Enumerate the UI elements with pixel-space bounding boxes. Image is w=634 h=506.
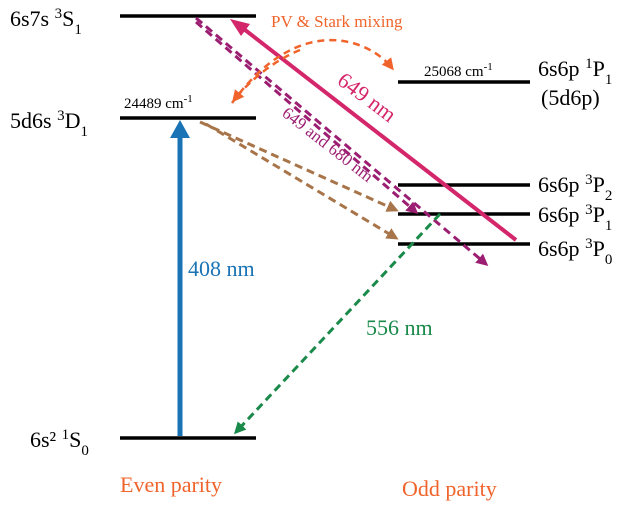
arrow-408nm-head [170,120,190,138]
energy-6s6p-1P1: 25068 cm-1 [424,61,493,80]
label-ground-1S0: 6s² 1S0 [30,427,89,459]
label-6s6p-3P2: 6s6p 3P2 [538,172,612,204]
arrow-556nm [233,212,442,435]
arrow-649nm [238,24,518,242]
arrow-3D1-to-3P0 [205,122,399,240]
label-408nm: 408 nm [188,256,255,281]
label-pv-stark-mixing: PV & Stark mixing [271,12,403,31]
arrow-649-680-to-3P0 [195,16,489,266]
label-6s6p-1P1-5d6p: (5d6p) [541,85,600,110]
arrow-649nm-head [230,19,250,36]
label-556nm: 556 nm [366,315,433,340]
arrow-3D1-to-3P1 [199,120,399,212]
label-6s7s-3S1: 6s7s 3S1 [10,6,82,38]
arrow-pv-stark-mixing-back [232,48,301,103]
label-6s6p-1P1: 6s6p 1P1 [538,56,612,88]
label-6s6p-3P0: 6s6p 3P0 [538,236,612,268]
label-even-parity: Even parity [120,472,222,497]
label-odd-parity: Odd parity [402,476,497,501]
label-649-680nm: 649 and 680 nm [279,103,377,186]
arrow-649-680-to-3P1 [195,20,419,214]
label-649nm: 649 nm [333,67,401,127]
arrow-pv-stark-mixing [230,38,394,104]
label-5d6s-3D1: 5d6s 3D1 [10,108,88,140]
energy-5d6s: 24489 cm-1 [124,93,193,112]
label-6s6p-3P1: 6s6p 3P1 [538,202,612,234]
